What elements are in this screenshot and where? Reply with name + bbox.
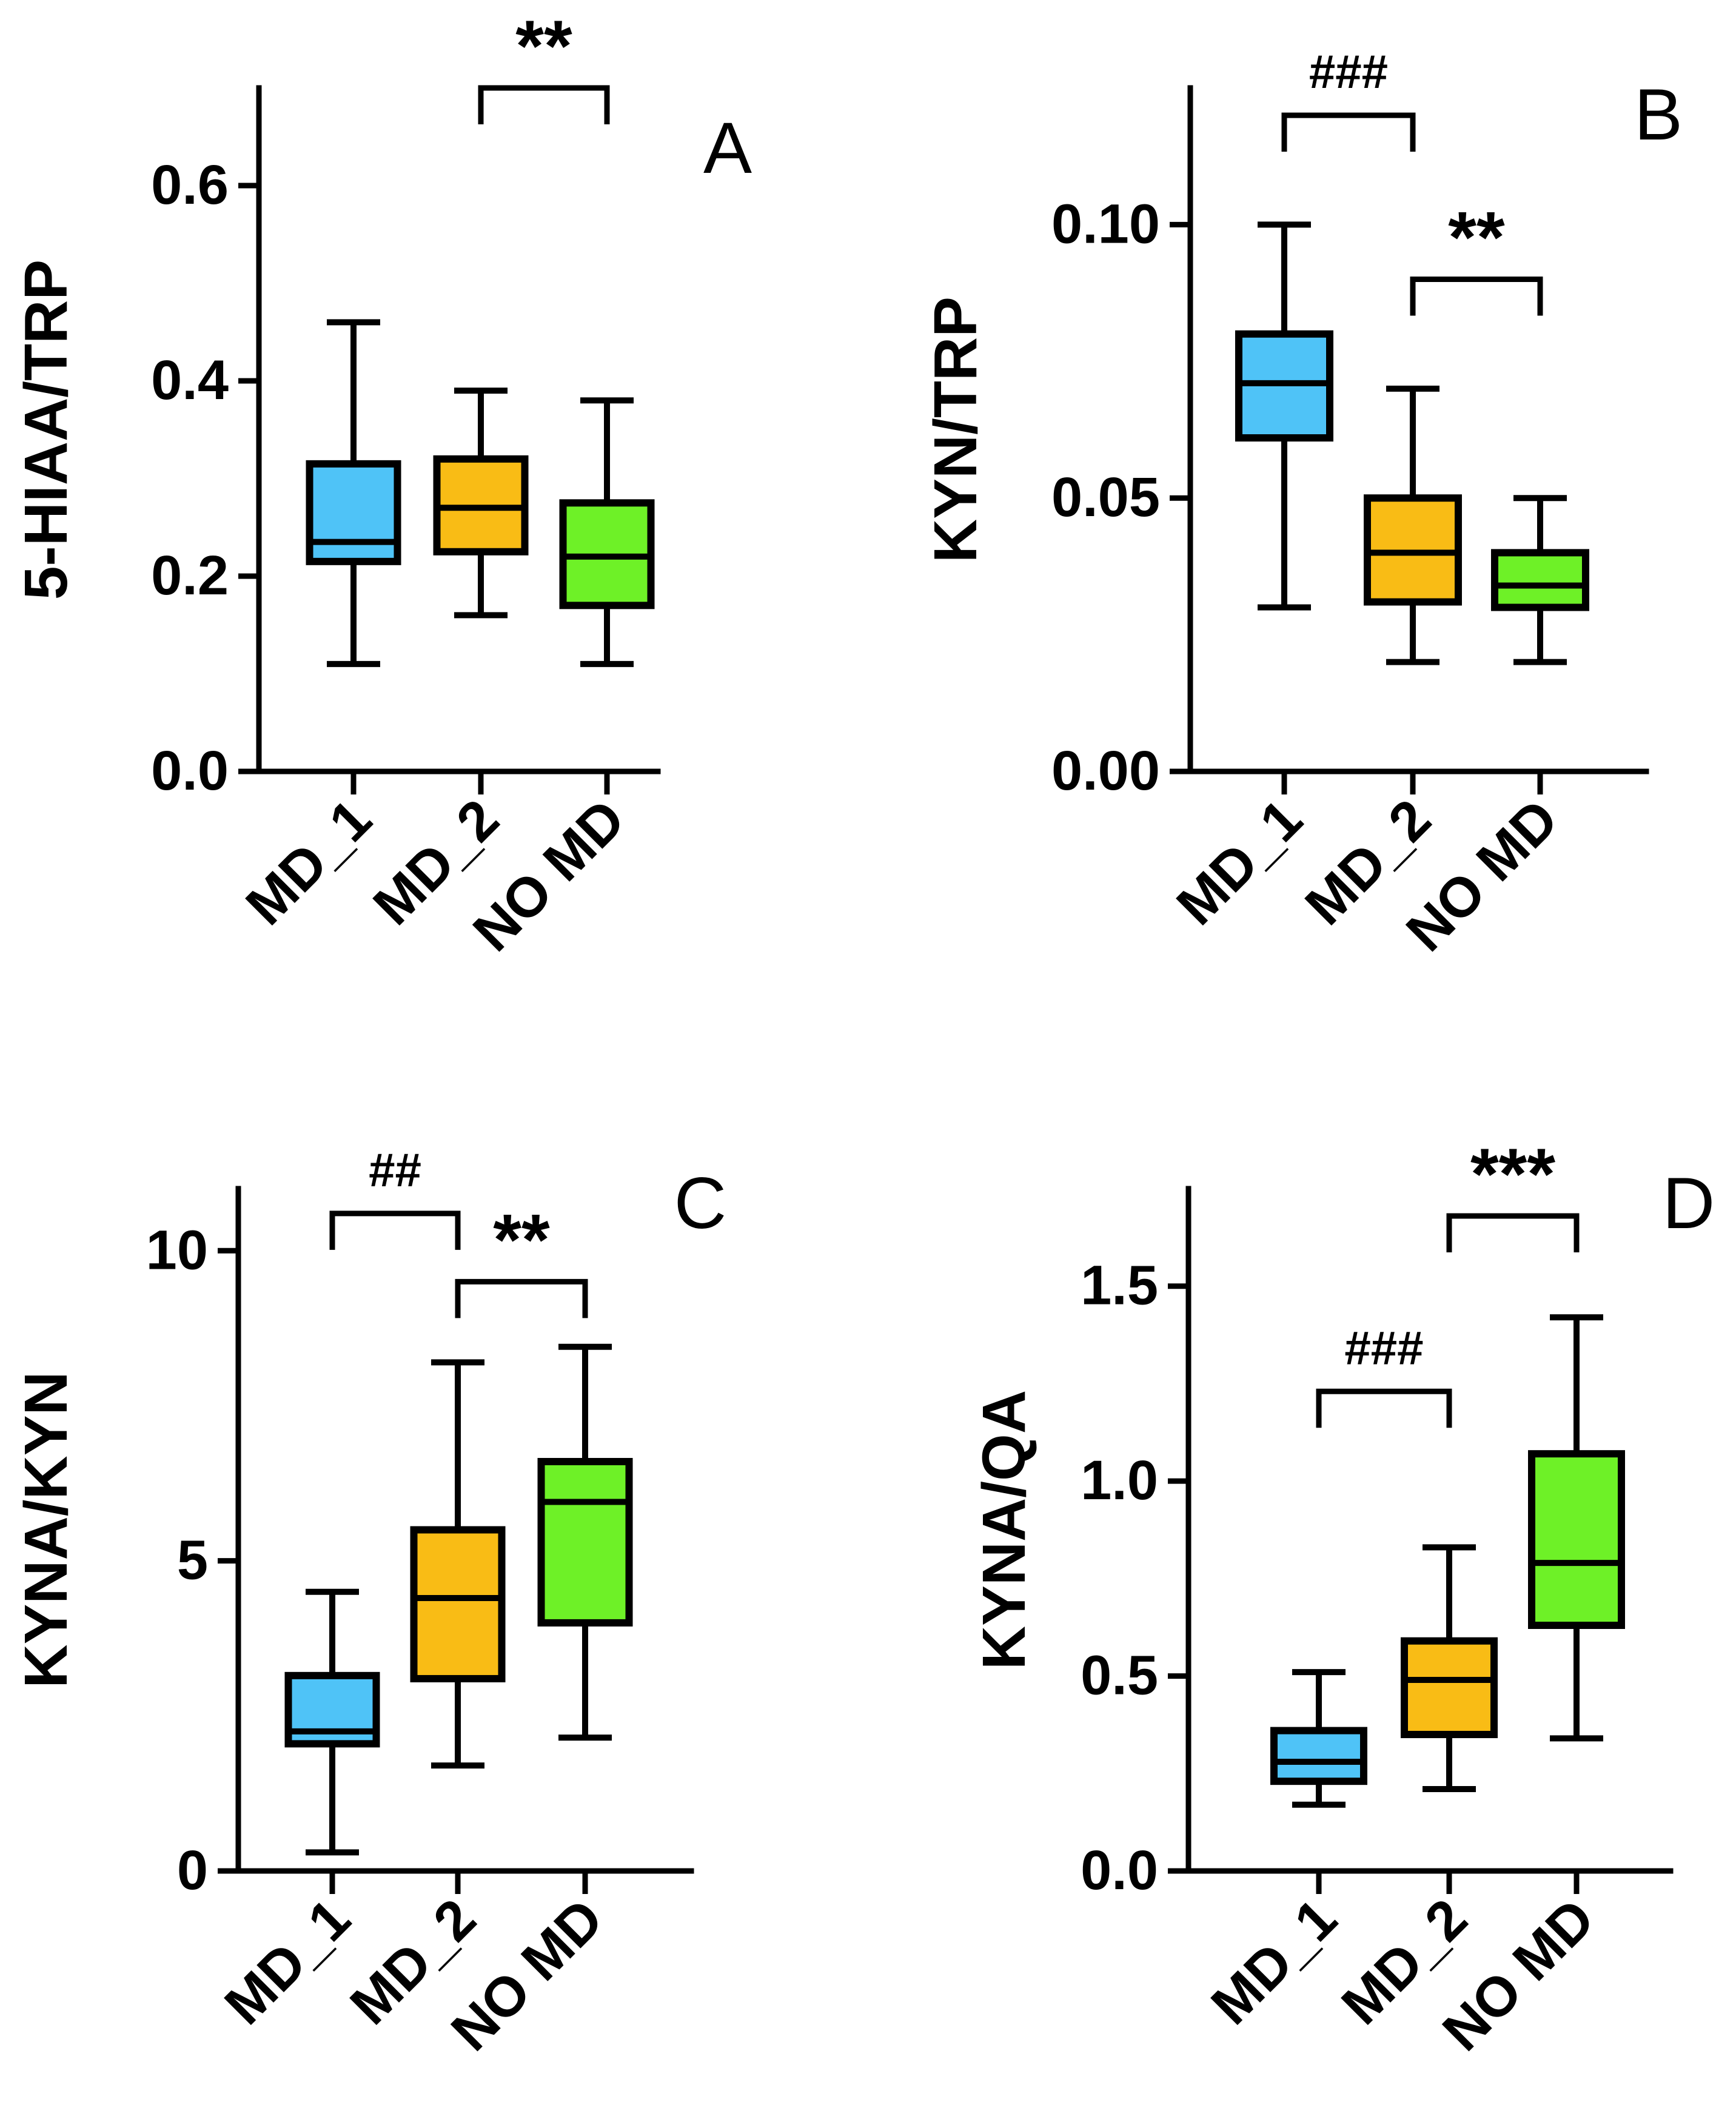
significance-label: ** [1448, 197, 1505, 278]
box-body [1491, 549, 1589, 611]
bracket-line [478, 85, 610, 124]
y-tick-label: 0.10 [1051, 193, 1160, 255]
y-tick-label: 0.0 [1081, 1839, 1158, 1901]
significance-bracket: ** [455, 1199, 588, 1318]
box-no-md [559, 397, 655, 667]
box-md-1 [284, 1588, 380, 1856]
box-md-1 [1270, 1669, 1367, 1808]
y-axis-label: KYNA/KYN [12, 1371, 80, 1688]
box-md-2 [433, 388, 529, 619]
significance-bracket: ** [478, 5, 610, 124]
bracket-line [1281, 112, 1416, 152]
x-tick-label: MD_1 [1165, 788, 1314, 937]
panel-letter: A [703, 107, 752, 189]
y-axis-label: 5-HIAA/TRP [12, 260, 80, 600]
y-tick-label: 0.4 [151, 349, 229, 411]
box-body [410, 1526, 506, 1682]
significance-label: ## [369, 1143, 421, 1197]
box-md-1 [1235, 221, 1333, 611]
y-tick-label: 0.2 [151, 545, 229, 606]
x-tick-label: MD_1 [213, 1887, 362, 2037]
x-tick-label: MD_1 [1199, 1887, 1349, 2037]
box-md-2 [1401, 1544, 1498, 1792]
y-tick-label: 0 [177, 1839, 208, 1901]
significance-bracket: ### [1316, 1321, 1452, 1428]
box-no-md [537, 1343, 633, 1741]
significance-label: ** [493, 1199, 550, 1280]
y-tick-label: 0.00 [1051, 740, 1160, 802]
panel-letter: C [674, 1163, 727, 1244]
significance-bracket: ** [1410, 197, 1543, 316]
y-tick-label: 0.6 [151, 154, 229, 216]
bracket-line [1446, 1213, 1580, 1252]
box-body [537, 1458, 633, 1627]
y-axis-label: KYNA/QA [970, 1390, 1038, 1670]
bracket-line [329, 1211, 461, 1250]
y-tick-label: 10 [146, 1219, 208, 1281]
box-body [1401, 1637, 1498, 1739]
y-tick-label: 1.5 [1081, 1255, 1158, 1317]
significance-label: *** [1470, 1133, 1555, 1215]
significance-bracket: ### [1281, 45, 1416, 152]
box-body [1528, 1450, 1625, 1629]
panel-letter: B [1634, 74, 1683, 155]
significance-label: ** [515, 5, 572, 87]
bracket-line [455, 1278, 588, 1318]
bracket-line [1410, 277, 1543, 316]
y-axis-label: KYN/TRP [922, 297, 990, 563]
box-body [306, 460, 401, 565]
y-tick-label: 0.0 [151, 740, 229, 802]
box-md-1 [306, 319, 401, 667]
y-tick-label: 5 [177, 1530, 208, 1591]
box-no-md [1491, 495, 1589, 665]
box-md-2 [1364, 385, 1462, 665]
bracket-line [1316, 1388, 1452, 1428]
y-tick-label: 0.05 [1051, 466, 1160, 528]
box-md-2 [410, 1359, 506, 1769]
box-no-md [1528, 1314, 1625, 1742]
box-body [1270, 1727, 1367, 1785]
y-tick-label: 1.0 [1081, 1449, 1158, 1511]
significance-bracket: ## [329, 1143, 461, 1250]
significance-bracket: *** [1446, 1133, 1580, 1252]
panel-letter: D [1663, 1163, 1715, 1244]
significance-label: ### [1309, 45, 1388, 98]
significance-label: ### [1344, 1321, 1423, 1374]
y-tick-label: 0.5 [1081, 1645, 1158, 1707]
x-tick-label: MD_1 [234, 788, 383, 937]
